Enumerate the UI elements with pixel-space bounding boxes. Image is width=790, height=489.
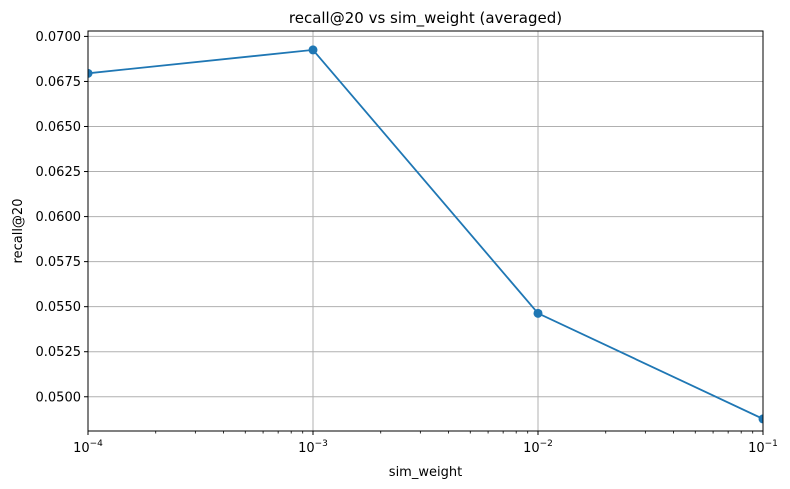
series-layer [88, 45, 763, 424]
y-tick-label: 0.0500 [36, 390, 82, 405]
y-axis-label: recall@20 [11, 199, 26, 264]
chart-title: recall@20 vs sim_weight (averaged) [289, 9, 562, 28]
y-tick-label: 0.0650 [36, 120, 82, 135]
y-tick-label: 0.0600 [36, 210, 82, 225]
series-group [88, 45, 763, 424]
y-tick-label: 0.0700 [36, 30, 82, 45]
y-tick-label: 0.0525 [36, 345, 82, 360]
data-point [533, 308, 543, 318]
y-tick-label: 0.0675 [36, 75, 82, 90]
axis-ticks: 0.0500 0.0525 0.0550 0.0575 0.0600 0.0625 0.06… [36, 30, 778, 456]
data-point [308, 45, 318, 55]
x-tick-label: 10−1 [748, 439, 778, 456]
series-line [88, 48, 763, 420]
x-tick-label: 10−3 [298, 439, 328, 456]
plot-frame [87, 30, 764, 432]
x-tick-label: 10−4 [73, 439, 103, 456]
y-tick-label: 0.0575 [36, 255, 82, 270]
y-tick-label: 0.0625 [36, 165, 82, 180]
data-point [88, 68, 93, 78]
x-tick-label: 10−2 [523, 439, 553, 456]
x-axis-label: sim_weight [389, 465, 462, 480]
y-tick-label: 0.0550 [36, 300, 82, 315]
data-point [758, 414, 763, 424]
